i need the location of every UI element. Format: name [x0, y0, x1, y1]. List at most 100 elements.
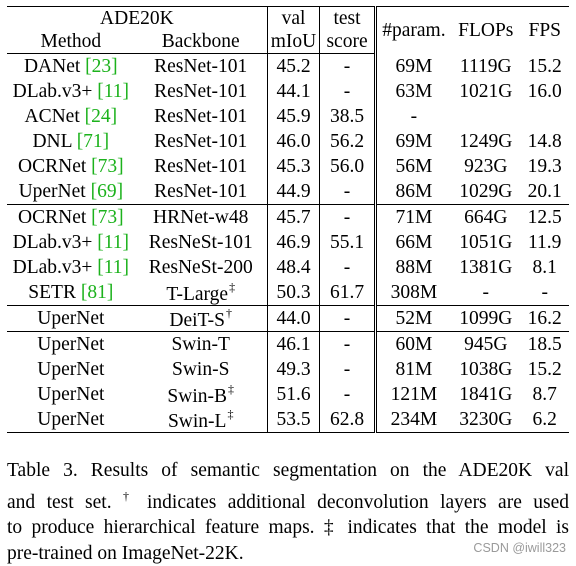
method-cell: OCRNet [73] — [7, 205, 135, 231]
method-cell: DLab.v3+ [11] — [7, 255, 135, 280]
flops-cell: 1841G — [451, 382, 520, 407]
backbone-name: DeiT-S — [169, 310, 225, 331]
dataset-header: ADE20K — [7, 7, 267, 31]
params-cell: 52M — [375, 306, 451, 332]
params-cell: 86M — [375, 179, 451, 205]
backbone-name: Swin-L — [168, 411, 227, 432]
backbone-name: ResNet-101 — [154, 181, 247, 202]
params-cell: 71M — [375, 205, 451, 231]
params-cell: 69M — [375, 54, 451, 80]
val-miou-cell: 44.9 — [267, 179, 320, 205]
fps-cell: 16.0 — [520, 79, 569, 104]
backbone-cell: Swin-B‡ — [135, 382, 268, 407]
params-cell: 234M — [375, 407, 451, 433]
params-cell: - — [375, 104, 451, 129]
method-name: DLab.v3+ — [13, 81, 93, 102]
backbone-cell: ResNet-101 — [135, 154, 268, 179]
test-score-cell: 56.0 — [320, 154, 376, 179]
params-cell: 66M — [375, 230, 451, 255]
test-score-cell: 62.8 — [320, 407, 376, 433]
test-score-cell: - — [320, 79, 376, 104]
params-cell: 69M — [375, 129, 451, 154]
params-cell: 56M — [375, 154, 451, 179]
citation-link[interactable]: [11] — [97, 232, 129, 253]
test-score-cell: - — [320, 205, 376, 231]
citation-link[interactable]: [11] — [97, 81, 129, 102]
method-name: UperNet — [37, 359, 104, 380]
flops-cell: 1029G — [451, 179, 520, 205]
backbone-cell: DeiT-S† — [135, 306, 268, 332]
method-header: Method — [7, 30, 135, 54]
method-name: DNL — [32, 131, 71, 152]
method-name: UperNet — [37, 409, 104, 430]
params-cell: 60M — [375, 332, 451, 358]
flops-cell — [451, 104, 520, 129]
flops-cell: 1119G — [451, 54, 520, 80]
val-miou-cell: 46.9 — [267, 230, 320, 255]
fps-cell: 12.5 — [520, 205, 569, 231]
backbone-name: Swin-S — [172, 359, 229, 380]
test-score-cell: 38.5 — [320, 104, 376, 129]
params-header: #param. — [375, 7, 451, 54]
val-miou-cell: 46.0 — [267, 129, 320, 154]
test-score-cell: - — [320, 382, 376, 407]
backbone-name: HRNet-w48 — [153, 207, 248, 228]
method-name: DLab.v3+ — [13, 257, 93, 278]
val-miou-cell: 51.6 — [267, 382, 320, 407]
fps-cell — [520, 104, 569, 129]
params-cell: 308M — [375, 280, 451, 306]
flops-cell: 945G — [451, 332, 520, 358]
citation-link[interactable]: [11] — [97, 257, 129, 278]
citation-link[interactable]: [73] — [91, 207, 124, 228]
citation-link[interactable]: [24] — [85, 106, 118, 127]
citation-link[interactable]: [81] — [81, 282, 114, 303]
fps-cell: 20.1 — [520, 179, 569, 205]
val-miou-cell: 46.1 — [267, 332, 320, 358]
val-miou-cell: 45.9 — [267, 104, 320, 129]
fps-cell: 11.9 — [520, 230, 569, 255]
fps-cell: 16.2 — [520, 306, 569, 332]
footnote-mark: ‡ — [227, 407, 233, 421]
method-cell: UperNet — [7, 382, 135, 407]
citation-link[interactable]: [69] — [91, 181, 124, 202]
method-cell: UperNet [69] — [7, 179, 135, 205]
backbone-cell: T-Large‡ — [135, 280, 268, 306]
backbone-cell: Swin-T — [135, 332, 268, 358]
citation-link[interactable]: [71] — [77, 131, 110, 152]
backbone-name: Swin-B — [167, 386, 227, 407]
method-name: OCRNet — [18, 156, 86, 177]
results-table: ADE20K val test #param. FLOPs FPS Method… — [7, 6, 569, 433]
method-name: UperNet — [37, 334, 104, 355]
method-cell: UperNet — [7, 357, 135, 382]
test-score-cell: - — [320, 255, 376, 280]
params-cell: 81M — [375, 357, 451, 382]
test-score-cell: - — [320, 357, 376, 382]
backbone-cell: ResNet-101 — [135, 179, 268, 205]
backbone-name: ResNet-101 — [154, 106, 247, 127]
backbone-name: ResNet-101 — [154, 131, 247, 152]
fps-cell: 6.2 — [520, 407, 569, 433]
backbone-name: ResNeSt-200 — [149, 257, 253, 278]
test-score-cell: - — [320, 306, 376, 332]
fps-cell: 8.1 — [520, 255, 569, 280]
caption-text: indicates additional deconvolution layer… — [147, 492, 569, 513]
flops-cell: 1038G — [451, 357, 520, 382]
flops-cell: 923G — [451, 154, 520, 179]
footnote-mark: ‡ — [229, 280, 235, 294]
caption-line: to produce hierarchical feature maps. ‡ … — [7, 515, 569, 541]
fps-header: FPS — [520, 7, 569, 54]
backbone-name: ResNet-101 — [154, 81, 247, 102]
test-score-cell: - — [320, 54, 376, 80]
citation-link[interactable]: [73] — [91, 156, 124, 177]
citation-link[interactable]: [23] — [85, 56, 118, 77]
